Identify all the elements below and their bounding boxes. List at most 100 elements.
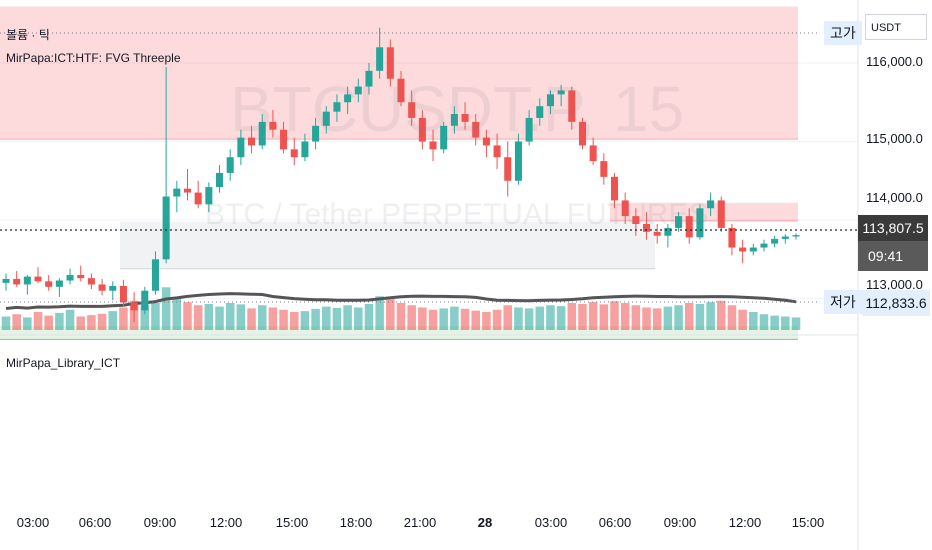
- candle-body-69: [739, 247, 747, 252]
- candle-body-34: [365, 70, 373, 87]
- candle-body-36: [386, 47, 394, 79]
- candle-body-66: [707, 200, 715, 209]
- volume-bar-37: [396, 303, 406, 330]
- candle-body-50: [536, 106, 544, 118]
- candle-body-45: [482, 137, 490, 146]
- volume-bar-61: [652, 308, 662, 330]
- volume-bar-16: [172, 298, 182, 330]
- candlesticks: [2, 27, 800, 323]
- volume-bar-27: [289, 312, 299, 330]
- candle-body-17: [183, 188, 192, 193]
- volume-bar-44: [471, 310, 480, 330]
- volume-bar-49: [524, 308, 534, 330]
- volume-bar-65: [695, 303, 705, 330]
- price-tick-116000: 116,000.0: [866, 54, 923, 69]
- volume-bar-6: [65, 309, 75, 330]
- volume-bar-15: [161, 287, 171, 330]
- candle-body-11: [119, 286, 127, 303]
- volume-bar-26: [279, 309, 288, 330]
- time-tick-12: 15:00: [791, 515, 825, 530]
- fvg-zone-0: [0, 6, 798, 140]
- volume-bar-3: [33, 312, 43, 330]
- candle-body-42: [450, 114, 458, 126]
- volume-bar-54: [578, 303, 587, 330]
- time-tick-1: 06:00: [78, 515, 112, 530]
- time-tick-3: 12:00: [209, 515, 243, 530]
- volume-indicator-label[interactable]: 볼륨 · 틱: [6, 28, 50, 42]
- candle-body-19: [205, 187, 213, 205]
- symbol-watermark: BTCUSDT.P, 15: [230, 73, 685, 145]
- candle-body-4: [45, 281, 53, 287]
- volume-bar-22: [236, 304, 246, 330]
- volume-bar-59: [631, 305, 641, 330]
- time-tick-8: 03:00: [534, 515, 568, 530]
- volume-bar-67: [717, 300, 726, 330]
- volume-bar-20: [215, 306, 224, 330]
- candle-body-25: [269, 121, 277, 130]
- volume-bar-8: [87, 315, 96, 330]
- volume-bar-30: [322, 306, 331, 330]
- candle-body-56: [600, 161, 608, 177]
- candle-body-20: [215, 172, 224, 188]
- volume-bar-25: [268, 307, 278, 330]
- candle-body-58: [621, 200, 629, 217]
- volume-bar-47: [503, 305, 513, 330]
- candle-body-67: [717, 200, 725, 228]
- volume-bar-73: [781, 316, 790, 330]
- candle-body-59: [632, 216, 640, 224]
- candle-body-40: [429, 141, 437, 150]
- volume-bar-1: [12, 314, 21, 330]
- candle-body-70: [749, 247, 757, 252]
- time-tick-7: 28: [477, 515, 493, 530]
- time-tick-11: 12:00: [728, 515, 762, 530]
- candle-body-10: [109, 286, 117, 291]
- candle-body-31: [333, 102, 341, 112]
- candle-body-74: [792, 235, 800, 237]
- volume-bar-4: [44, 315, 53, 330]
- candle-body-49: [525, 117, 533, 142]
- candle-body-1: [13, 278, 21, 285]
- candle-body-64: [685, 216, 693, 238]
- time-tick-2: 09:00: [143, 515, 177, 530]
- volume-bar-50: [535, 306, 545, 330]
- volume-bar-5: [55, 312, 64, 330]
- volume-bar-60: [642, 307, 651, 330]
- candle-body-48: [514, 141, 522, 181]
- candle-body-7: [77, 275, 85, 279]
- fvg-indicator-label[interactable]: MirPapa:ICT:HTF: FVG Threeple: [6, 51, 181, 65]
- volume-bar-71: [759, 314, 769, 330]
- candle-body-47: [504, 157, 512, 181]
- candle-body-72: [771, 238, 779, 244]
- candle-body-9: [98, 284, 106, 291]
- volume-bar-74: [791, 317, 801, 330]
- volume-bar-9: [97, 313, 107, 330]
- volume-bar-34: [364, 303, 374, 330]
- candle-body-63: [675, 216, 683, 228]
- candle-body-54: [578, 121, 587, 146]
- time-tick-10: 09:00: [663, 515, 697, 530]
- volume-bar-29: [311, 308, 320, 330]
- candle-body-5: [55, 280, 63, 287]
- candle-body-29: [312, 125, 320, 142]
- candle-body-52: [557, 90, 565, 95]
- volume-bar-0: [1, 316, 11, 330]
- volume-bar-10: [108, 311, 118, 330]
- volume-bar-68: [727, 305, 737, 330]
- volume-bar-33: [354, 307, 363, 330]
- volume-bar-38: [407, 305, 416, 330]
- volume-bar-32: [343, 305, 352, 330]
- high-tag: 고가: [824, 21, 862, 45]
- volume-bar-36: [386, 297, 395, 330]
- volume-bar-19: [204, 303, 214, 330]
- candle-body-46: [493, 145, 501, 158]
- currency-label[interactable]: USDT: [865, 14, 927, 40]
- time-tick-9: 06:00: [598, 515, 632, 530]
- volume-bar-13: [140, 305, 150, 330]
- volume-bar-31: [332, 307, 342, 330]
- candle-body-51: [546, 94, 554, 107]
- volume-bar-57: [610, 301, 619, 330]
- description-watermark: BTC / Tether PERPETUAL FUTURES: [205, 198, 709, 231]
- library-indicator-label[interactable]: MirPapa_Library_ICT: [6, 356, 121, 370]
- candle-body-13: [141, 290, 149, 311]
